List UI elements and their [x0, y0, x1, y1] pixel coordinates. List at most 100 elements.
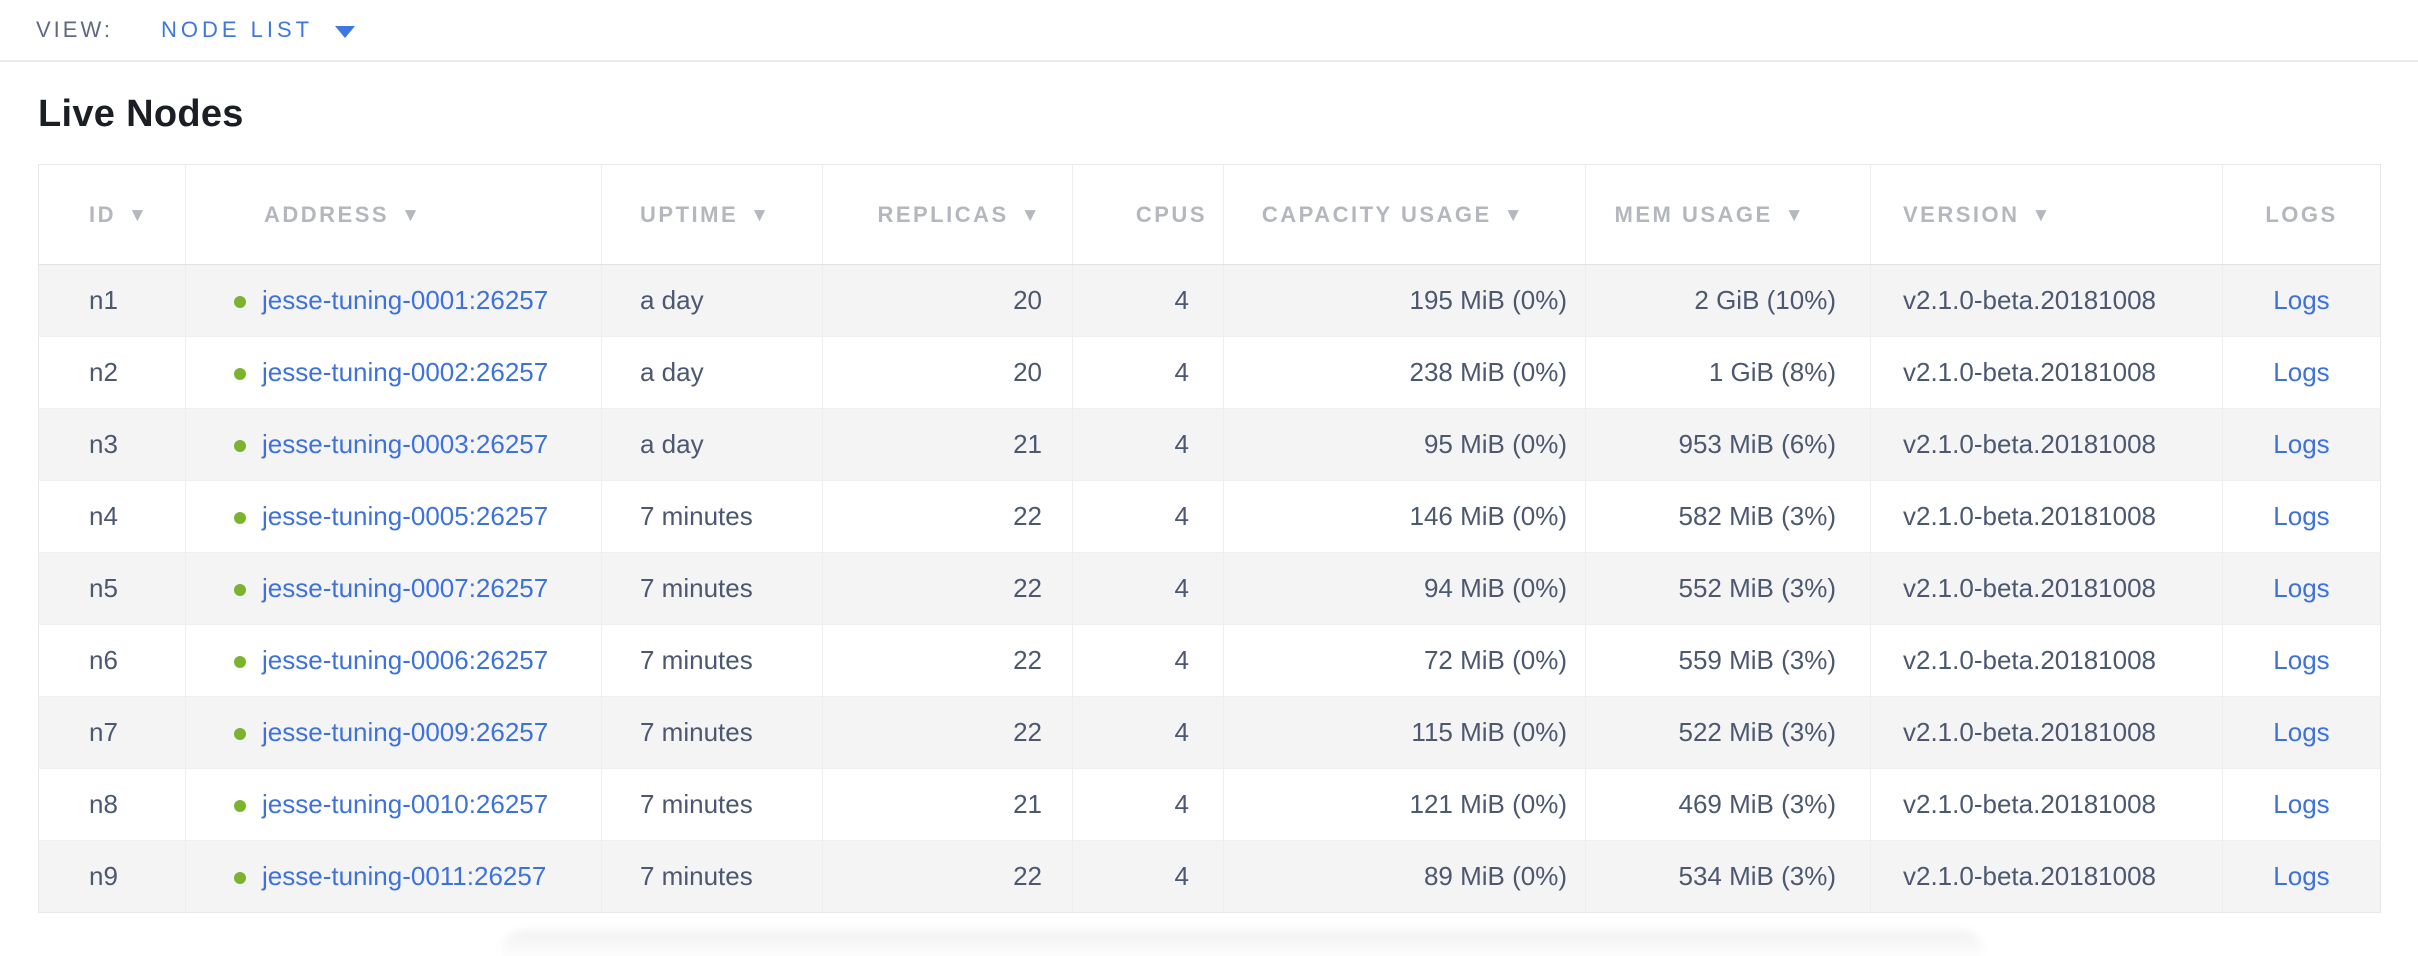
cell-mem-usage: 534 MiB (3%) [1585, 840, 1871, 913]
cell-uptime: 7 minutes [601, 624, 823, 697]
column-label: ADDRESS [264, 201, 390, 227]
cell-node-id: n3 [38, 408, 186, 481]
column-label: LOGS [2265, 201, 2338, 227]
node-live-status-icon [234, 728, 246, 740]
cell-address: jesse-tuning-0011:26257 [185, 840, 602, 913]
address-link[interactable]: jesse-tuning-0011:26257 [262, 861, 547, 891]
address-link[interactable]: jesse-tuning-0010:26257 [262, 789, 549, 819]
cell-replicas: 22 [822, 840, 1073, 913]
logs-link[interactable]: Logs [2273, 717, 2330, 747]
cell-logs: Logs [2222, 408, 2381, 481]
cell-mem-usage: 469 MiB (3%) [1585, 768, 1871, 841]
live-nodes-table-container: ID ▼ ADDRESS ▼ UPTIME ▼ REPLICAS ▼ CPUS CAPA… [38, 164, 2381, 913]
column-header-uptime[interactable]: UPTIME ▼ [601, 164, 823, 265]
table-row: n1 jesse-tuning-0001:26257 a day 20 4 19… [38, 264, 2381, 337]
cell-node-id: n5 [38, 552, 186, 625]
cell-capacity-usage: 121 MiB (0%) [1223, 768, 1586, 841]
logs-link[interactable]: Logs [2273, 285, 2330, 315]
logs-link[interactable]: Logs [2273, 429, 2330, 459]
cell-replicas: 22 [822, 480, 1073, 553]
cell-version: v2.1.0-beta.20181008 [1870, 696, 2223, 769]
cell-cpus: 4 [1072, 264, 1224, 337]
column-label: VERSION [1903, 201, 2020, 227]
cell-node-id: n2 [38, 336, 186, 409]
cell-logs: Logs [2222, 840, 2381, 913]
cell-address: jesse-tuning-0002:26257 [185, 336, 602, 409]
view-label: VIEW: [36, 17, 113, 42]
address-link[interactable]: jesse-tuning-0007:26257 [262, 573, 549, 603]
cell-mem-usage: 2 GiB (10%) [1585, 264, 1871, 337]
view-dropdown[interactable]: NODE LIST [160, 17, 356, 43]
column-header-version[interactable]: VERSION ▼ [1870, 164, 2223, 265]
cell-cpus: 4 [1072, 624, 1224, 697]
cell-logs: Logs [2222, 336, 2381, 409]
cell-node-id: n7 [38, 696, 186, 769]
cell-capacity-usage: 89 MiB (0%) [1223, 840, 1586, 913]
logs-link[interactable]: Logs [2273, 357, 2330, 387]
address-link[interactable]: jesse-tuning-0006:26257 [262, 645, 549, 675]
cell-node-id: n8 [38, 768, 186, 841]
cell-version: v2.1.0-beta.20181008 [1870, 336, 2223, 409]
node-live-status-icon [234, 656, 246, 668]
cell-replicas: 22 [822, 552, 1073, 625]
table-row: n4 jesse-tuning-0005:26257 7 minutes 22 … [38, 480, 2381, 553]
cell-mem-usage: 953 MiB (6%) [1585, 408, 1871, 481]
column-header-capacity-usage[interactable]: CAPACITY USAGE ▼ [1223, 164, 1586, 265]
logs-link[interactable]: Logs [2273, 573, 2330, 603]
column-header-cpus[interactable]: CPUS [1072, 164, 1224, 265]
column-header-address[interactable]: ADDRESS ▼ [185, 164, 602, 265]
cell-node-id: n6 [38, 624, 186, 697]
cell-node-id: n9 [38, 840, 186, 913]
cell-uptime: 7 minutes [601, 552, 823, 625]
column-header-mem-usage[interactable]: MEM USAGE ▼ [1585, 164, 1871, 265]
live-nodes-table: ID ▼ ADDRESS ▼ UPTIME ▼ REPLICAS ▼ CPUS CAPA… [38, 164, 2381, 913]
table-row: n7 jesse-tuning-0009:26257 7 minutes 22 … [38, 696, 2381, 769]
cell-cpus: 4 [1072, 768, 1224, 841]
logs-link[interactable]: Logs [2273, 645, 2330, 675]
cell-uptime: a day [601, 408, 823, 481]
table-row: n2 jesse-tuning-0002:26257 a day 20 4 23… [38, 336, 2381, 409]
cell-uptime: 7 minutes [601, 696, 823, 769]
logs-link[interactable]: Logs [2273, 501, 2330, 531]
node-live-status-icon [234, 368, 246, 380]
node-live-status-icon [234, 872, 246, 884]
column-label: CAPACITY USAGE [1261, 201, 1492, 227]
cell-version: v2.1.0-beta.20181008 [1870, 768, 2223, 841]
cell-mem-usage: 1 GiB (8%) [1585, 336, 1871, 409]
logs-link[interactable]: Logs [2273, 861, 2330, 891]
sort-desc-icon: ▼ [750, 204, 772, 226]
column-label: REPLICAS [877, 201, 1009, 227]
logs-link[interactable]: Logs [2273, 789, 2330, 819]
column-header-replicas[interactable]: REPLICAS ▼ [822, 164, 1073, 265]
cell-logs: Logs [2222, 624, 2381, 697]
chevron-down-icon [335, 25, 356, 38]
sort-desc-icon: ▼ [2031, 204, 2053, 226]
cell-replicas: 21 [822, 408, 1073, 481]
cell-mem-usage: 522 MiB (3%) [1585, 696, 1871, 769]
cell-mem-usage: 552 MiB (3%) [1585, 552, 1871, 625]
node-live-status-icon [234, 584, 246, 596]
node-live-status-icon [234, 440, 246, 452]
cell-capacity-usage: 146 MiB (0%) [1223, 480, 1586, 553]
cell-address: jesse-tuning-0006:26257 [185, 624, 602, 697]
table-row: n8 jesse-tuning-0010:26257 7 minutes 21 … [38, 768, 2381, 841]
cell-version: v2.1.0-beta.20181008 [1870, 552, 2223, 625]
column-label: MEM USAGE [1614, 201, 1773, 227]
sort-desc-icon: ▼ [1503, 204, 1525, 226]
cell-capacity-usage: 72 MiB (0%) [1223, 624, 1586, 697]
cell-logs: Logs [2222, 480, 2381, 553]
cell-address: jesse-tuning-0003:26257 [185, 408, 602, 481]
view-dropdown-value: NODE LIST [160, 17, 314, 42]
address-link[interactable]: jesse-tuning-0001:26257 [262, 285, 549, 315]
cell-mem-usage: 582 MiB (3%) [1585, 480, 1871, 553]
cell-cpus: 4 [1072, 552, 1224, 625]
address-link[interactable]: jesse-tuning-0002:26257 [262, 357, 549, 387]
address-link[interactable]: jesse-tuning-0009:26257 [262, 717, 549, 747]
address-link[interactable]: jesse-tuning-0005:26257 [262, 501, 549, 531]
page-title: Live Nodes [38, 93, 244, 135]
cell-capacity-usage: 238 MiB (0%) [1223, 336, 1586, 409]
table-header-row: ID ▼ ADDRESS ▼ UPTIME ▼ REPLICAS ▼ CPUS CAPA… [38, 164, 2381, 265]
column-header-id[interactable]: ID ▼ [38, 164, 186, 265]
address-link[interactable]: jesse-tuning-0003:26257 [262, 429, 549, 459]
sort-desc-icon: ▼ [1020, 204, 1042, 226]
